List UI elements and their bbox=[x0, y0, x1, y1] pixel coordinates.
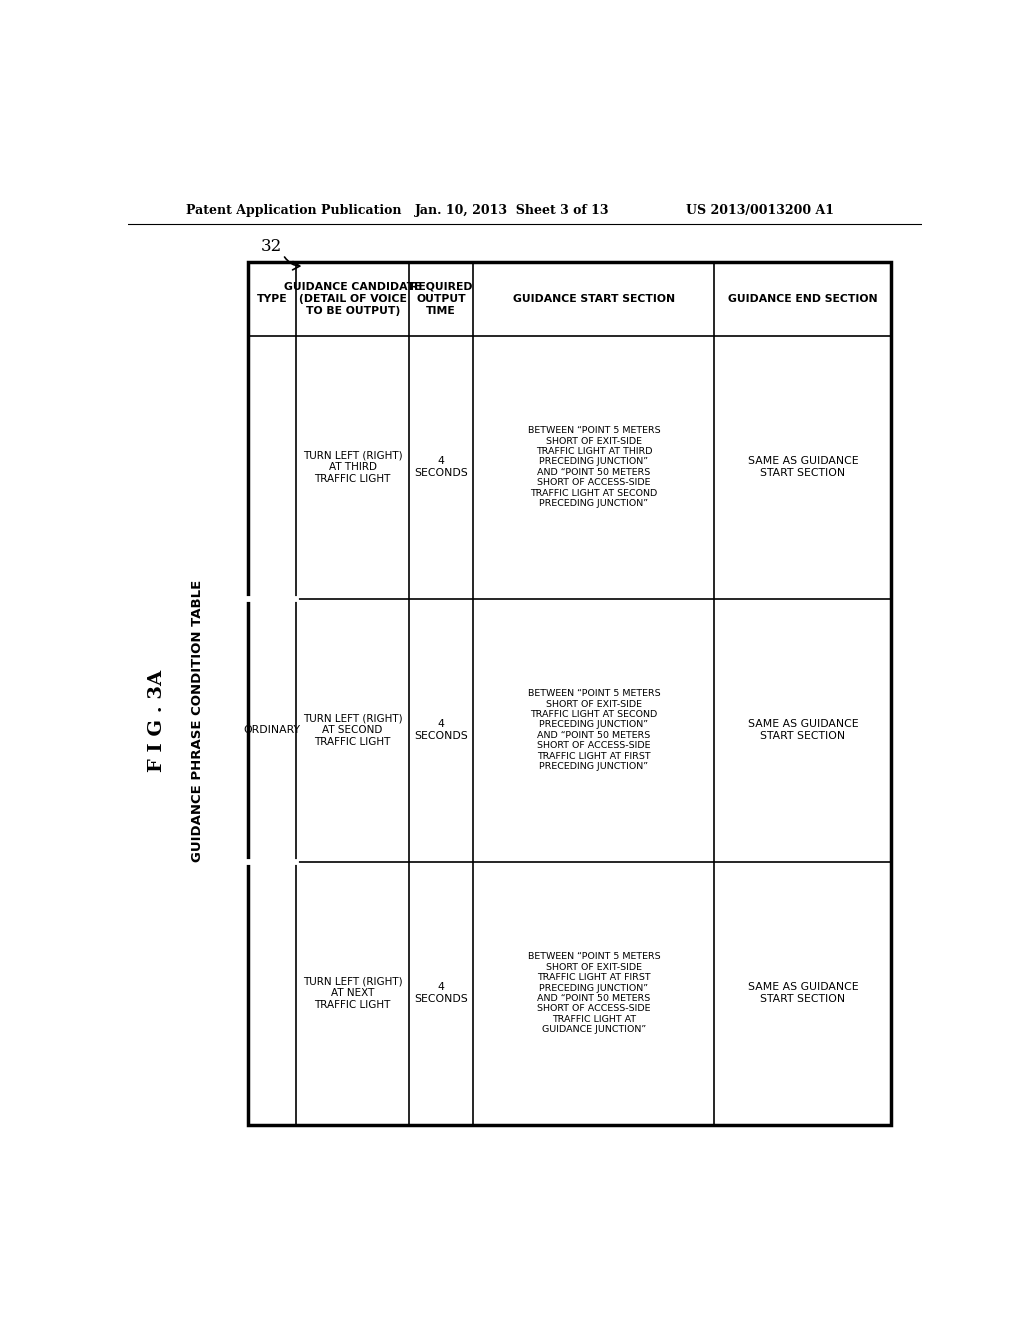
Text: SAME AS GUIDANCE
START SECTION: SAME AS GUIDANCE START SECTION bbox=[748, 455, 858, 478]
Text: BETWEEN “POINT 5 METERS
SHORT OF EXIT-SIDE
TRAFFIC LIGHT AT FIRST
PRECEDING JUNC: BETWEEN “POINT 5 METERS SHORT OF EXIT-SI… bbox=[527, 952, 660, 1034]
Text: GUIDANCE PHRASE CONDITION TABLE: GUIDANCE PHRASE CONDITION TABLE bbox=[191, 579, 204, 862]
Text: Jan. 10, 2013  Sheet 3 of 13: Jan. 10, 2013 Sheet 3 of 13 bbox=[415, 205, 609, 218]
Text: 4
SECONDS: 4 SECONDS bbox=[415, 982, 468, 1005]
Text: 32: 32 bbox=[261, 239, 282, 256]
Text: Patent Application Publication: Patent Application Publication bbox=[186, 205, 401, 218]
Text: TURN LEFT (RIGHT)
AT NEXT
TRAFFIC LIGHT: TURN LEFT (RIGHT) AT NEXT TRAFFIC LIGHT bbox=[303, 977, 402, 1010]
Text: SAME AS GUIDANCE
START SECTION: SAME AS GUIDANCE START SECTION bbox=[748, 982, 858, 1005]
Text: F I G . 3A: F I G . 3A bbox=[148, 669, 167, 772]
Text: GUIDANCE END SECTION: GUIDANCE END SECTION bbox=[728, 294, 878, 304]
Text: BETWEEN “POINT 5 METERS
SHORT OF EXIT-SIDE
TRAFFIC LIGHT AT THIRD
PRECEDING JUNC: BETWEEN “POINT 5 METERS SHORT OF EXIT-SI… bbox=[527, 426, 660, 508]
Text: REQUIRED
OUTPUT
TIME: REQUIRED OUTPUT TIME bbox=[410, 282, 472, 315]
Text: ORDINARY: ORDINARY bbox=[244, 725, 301, 735]
Bar bbox=[248, 263, 891, 1125]
Text: TURN LEFT (RIGHT)
AT THIRD
TRAFFIC LIGHT: TURN LEFT (RIGHT) AT THIRD TRAFFIC LIGHT bbox=[303, 450, 402, 484]
Text: 4
SECONDS: 4 SECONDS bbox=[415, 455, 468, 478]
Text: US 2013/0013200 A1: US 2013/0013200 A1 bbox=[686, 205, 834, 218]
Text: GUIDANCE START SECTION: GUIDANCE START SECTION bbox=[513, 294, 675, 304]
Text: TYPE: TYPE bbox=[257, 294, 288, 304]
Text: BETWEEN “POINT 5 METERS
SHORT OF EXIT-SIDE
TRAFFIC LIGHT AT SECOND
PRECEDING JUN: BETWEEN “POINT 5 METERS SHORT OF EXIT-SI… bbox=[527, 689, 660, 771]
Text: 4
SECONDS: 4 SECONDS bbox=[415, 719, 468, 741]
Text: GUIDANCE CANDIDATE
(DETAIL OF VOICE
TO BE OUTPUT): GUIDANCE CANDIDATE (DETAIL OF VOICE TO B… bbox=[284, 282, 422, 315]
Text: SAME AS GUIDANCE
START SECTION: SAME AS GUIDANCE START SECTION bbox=[748, 719, 858, 741]
Text: TURN LEFT (RIGHT)
AT SECOND
TRAFFIC LIGHT: TURN LEFT (RIGHT) AT SECOND TRAFFIC LIGH… bbox=[303, 713, 402, 747]
